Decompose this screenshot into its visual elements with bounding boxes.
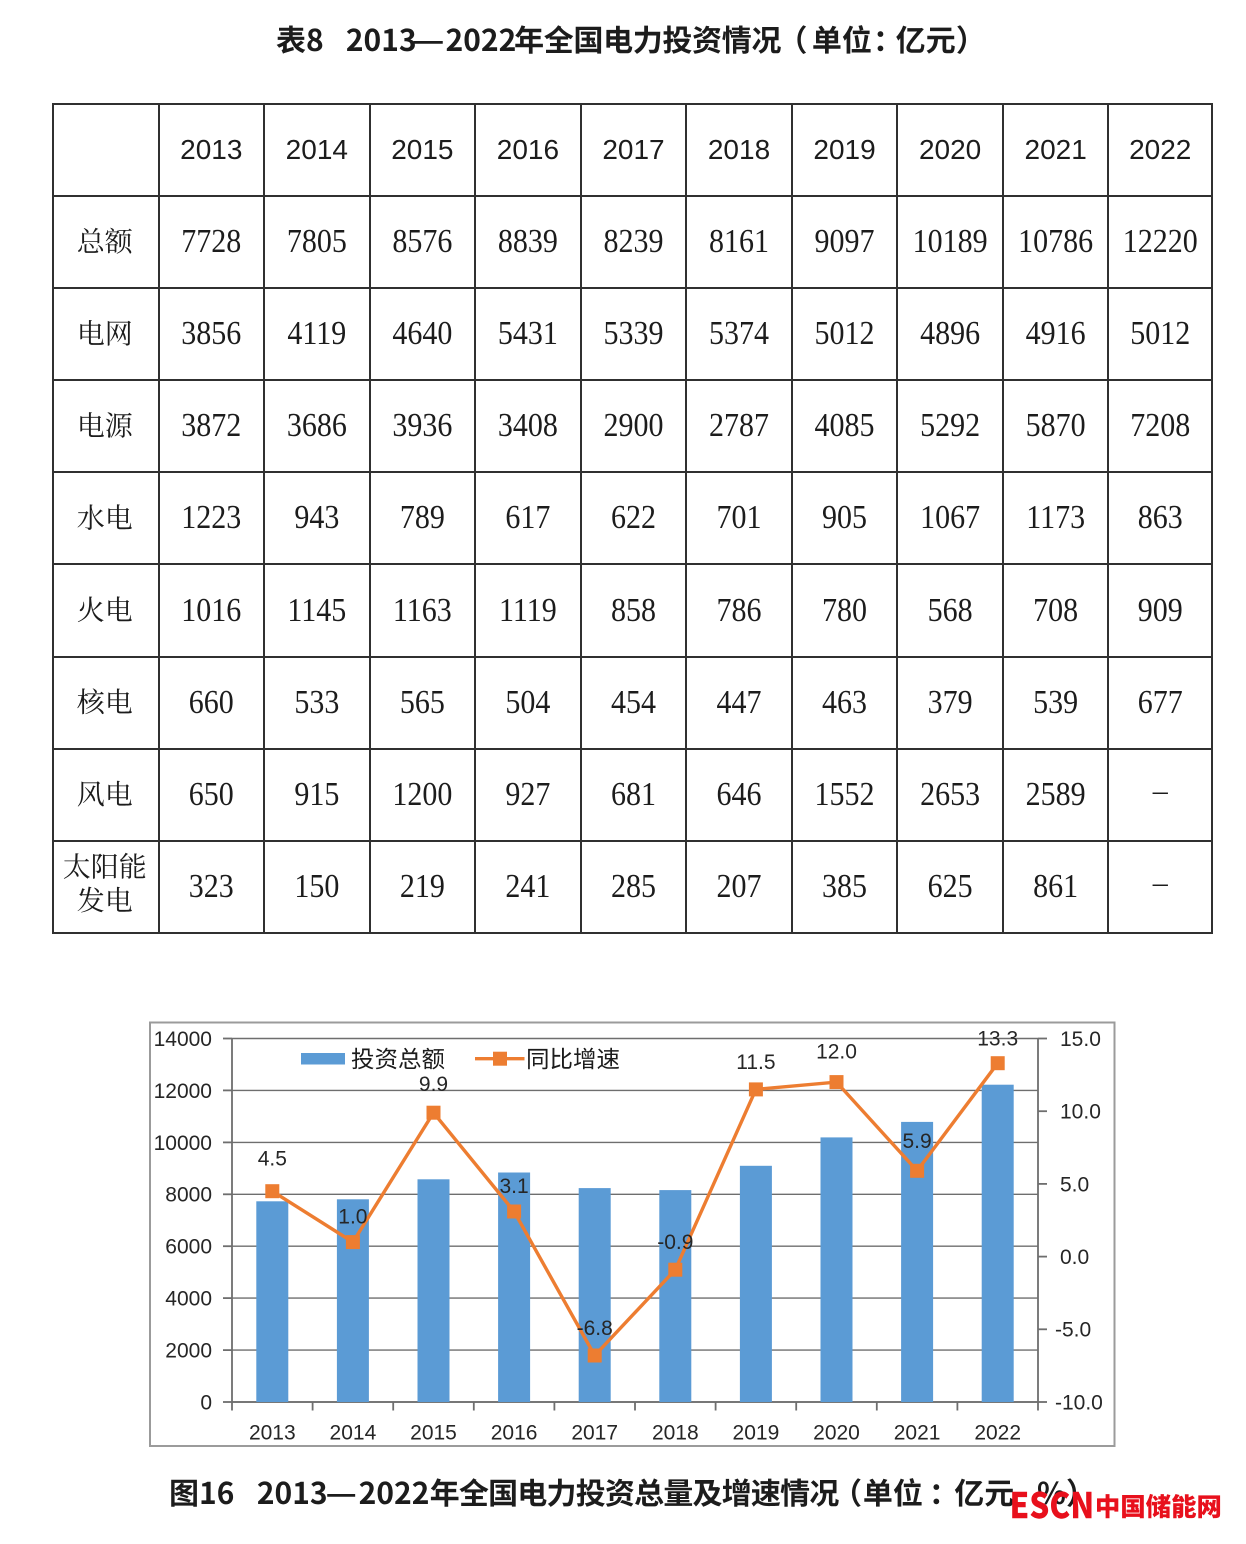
svg-text:2020: 2020	[813, 1422, 860, 1445]
svg-text:2018: 2018	[652, 1422, 699, 1445]
svg-text:14000: 14000	[154, 1028, 212, 1051]
svg-text:5.9: 5.9	[902, 1130, 931, 1153]
svg-text:4000: 4000	[165, 1288, 212, 1311]
svg-text:8000: 8000	[165, 1184, 212, 1207]
svg-text:2017: 2017	[571, 1422, 618, 1445]
svg-text:10.0: 10.0	[1060, 1101, 1101, 1124]
svg-text:5.0: 5.0	[1060, 1173, 1089, 1196]
svg-text:-10.0: -10.0	[1055, 1391, 1103, 1414]
svg-text:2022: 2022	[974, 1422, 1021, 1445]
svg-text:-6.8: -6.8	[577, 1317, 613, 1340]
svg-text:11.5: 11.5	[736, 1051, 775, 1074]
svg-text:6000: 6000	[165, 1236, 212, 1259]
svg-text:4.5: 4.5	[258, 1148, 287, 1171]
svg-text:-0.9: -0.9	[657, 1231, 693, 1254]
svg-text:1.0: 1.0	[338, 1206, 367, 1229]
svg-text:10000: 10000	[154, 1132, 212, 1155]
svg-text:0: 0	[200, 1391, 212, 1414]
svg-text:13.3: 13.3	[977, 1028, 1018, 1051]
svg-text:2000: 2000	[165, 1340, 212, 1363]
svg-text:-5.0: -5.0	[1055, 1319, 1091, 1342]
svg-text:2019: 2019	[733, 1422, 780, 1445]
svg-text:2015: 2015	[410, 1422, 457, 1445]
svg-text:0.0: 0.0	[1060, 1246, 1089, 1269]
svg-text:15.0: 15.0	[1060, 1028, 1101, 1051]
svg-text:2014: 2014	[330, 1422, 377, 1445]
svg-text:12.0: 12.0	[816, 1041, 857, 1064]
svg-text:3.1: 3.1	[499, 1175, 528, 1198]
svg-text:9.9: 9.9	[419, 1073, 448, 1096]
svg-text:12000: 12000	[154, 1080, 212, 1103]
svg-text:2021: 2021	[894, 1422, 941, 1445]
svg-text:2013: 2013	[249, 1422, 296, 1445]
svg-text:2016: 2016	[491, 1422, 538, 1445]
